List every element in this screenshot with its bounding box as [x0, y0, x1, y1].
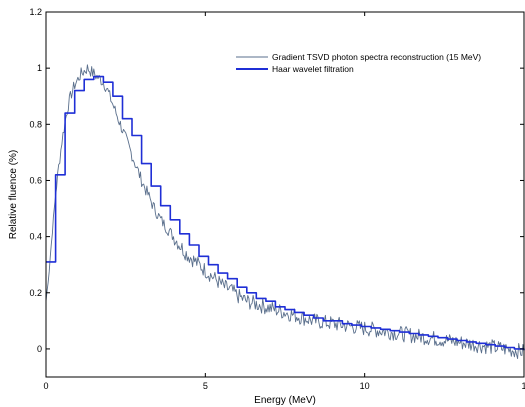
x-axis-label: Energy (MeV): [254, 395, 316, 406]
axes-frame: [45, 11, 525, 378]
x-tick-label: 1: [521, 381, 525, 391]
y-tick-label: 0.4: [29, 232, 42, 242]
x-tick-label: 5: [203, 381, 208, 391]
y-axis-label: Relative fluence (%): [8, 150, 19, 239]
y-tick-label: 1: [37, 63, 42, 73]
legend: Gradient TSVD photon spectra reconstruct…: [236, 52, 481, 74]
y-axis: 0 0.2 0.4 0.6 0.8 1 1.2: [29, 7, 524, 354]
legend-label-tsvd: Gradient TSVD photon spectra reconstruct…: [272, 52, 481, 62]
x-tick-label: 0: [43, 381, 48, 391]
series-line-haar: [46, 75, 525, 351]
series-line-tsvd: [45, 64, 525, 360]
plot-area: [45, 64, 525, 360]
y-tick-label: 0.2: [29, 288, 42, 298]
y-tick-label: 0.6: [29, 175, 42, 185]
x-axis: 0 5 10 1: [43, 12, 525, 391]
y-tick-label: 0.8: [29, 119, 42, 129]
legend-label-haar: Haar wavelet filtration: [272, 64, 354, 74]
y-tick-label: 1.2: [29, 7, 42, 17]
x-tick-label: 10: [360, 381, 370, 391]
y-tick-label: 0: [37, 344, 42, 354]
